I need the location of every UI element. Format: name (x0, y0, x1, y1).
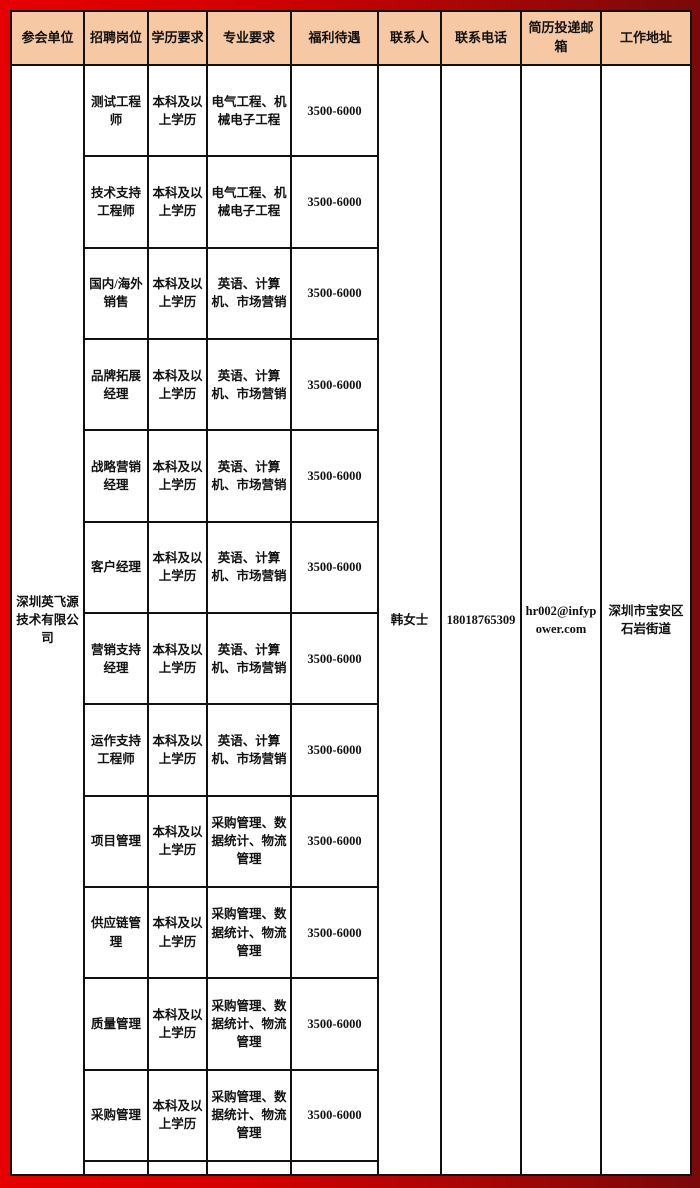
job-major-cell: 英语、计算机、市场营销 (206, 429, 292, 523)
job-salary-cell: 3500-6000 (290, 246, 379, 340)
job-position-cell: 营销支持经理 (83, 611, 149, 706)
job-salary-cell: 3500-6000 (290, 63, 379, 158)
empty-cell (147, 1159, 208, 1177)
job-major-cell: 电气工程、机械电子工程 (206, 63, 292, 158)
job-major-cell: 英语、计算机、市场营销 (206, 246, 292, 340)
job-salary-cell: 3500-6000 (290, 611, 379, 706)
job-position-cell: 采购管理 (83, 1068, 149, 1162)
recruitment-table-container: 参会单位 招聘岗位 学历要求 专业要求 福利待遇 联系人 联系电话 简历投递邮箱… (10, 10, 692, 1177)
job-education-cell: 本科及以上学历 (147, 520, 208, 614)
empty-cell (206, 1159, 292, 1177)
job-row: 质量管理 本科及以上学历 采购管理、数据统计、物流管理 3500-6000 (11, 977, 691, 1071)
job-row: 项目管理 本科及以上学历 采购管理、数据统计、物流管理 3500-6000 (11, 794, 691, 888)
job-position-cell: 品牌拓展经理 (83, 337, 149, 432)
contact-phone-cell: 18018765309 (440, 64, 522, 1176)
job-salary-cell: 3500-6000 (290, 337, 379, 432)
recruitment-table: 参会单位 招聘岗位 学历要求 专业要求 福利待遇 联系人 联系电话 简历投递邮箱… (10, 10, 692, 1177)
job-major-cell: 电气工程、机械电子工程 (206, 155, 292, 249)
job-education-cell: 本科及以上学历 (147, 155, 208, 249)
company-cell: 深圳英飞源技术有限公司 (10, 64, 85, 1176)
job-row: 客户经理 本科及以上学历 英语、计算机、市场营销 3500-6000 (11, 520, 691, 614)
header-major: 专业要求 (206, 10, 292, 66)
job-major-cell: 采购管理、数据统计、物流管理 (206, 1068, 292, 1162)
job-major-cell: 英语、计算机、市场营销 (206, 703, 292, 797)
job-education-cell: 本科及以上学历 (147, 611, 208, 706)
job-major-cell: 英语、计算机、市场营销 (206, 611, 292, 706)
job-education-cell: 本科及以上学历 (147, 1068, 208, 1162)
job-education-cell: 本科及以上学历 (147, 246, 208, 340)
job-major-cell: 采购管理、数据统计、物流管理 (206, 885, 292, 980)
job-salary-cell: 3500-6000 (290, 703, 379, 797)
job-position-cell: 运作支持工程师 (83, 703, 149, 797)
job-row: 营销支持经理 本科及以上学历 英语、计算机、市场营销 3500-6000 (11, 611, 691, 706)
work-address-cell: 深圳市宝安区石岩街道 (600, 64, 692, 1176)
header-salary: 福利待遇 (290, 10, 379, 66)
empty-stub-row (11, 1159, 691, 1177)
job-row: 运作支持工程师 本科及以上学历 英语、计算机、市场营销 3500-6000 (11, 703, 691, 797)
job-position-cell: 技术支持工程师 (83, 155, 149, 249)
job-position-cell: 战略营销经理 (83, 429, 149, 523)
job-row: 采购管理 本科及以上学历 采购管理、数据统计、物流管理 3500-6000 (11, 1068, 691, 1162)
contact-person-cell: 韩女士 (377, 64, 442, 1176)
job-position-cell: 国内/海外销售 (83, 246, 149, 340)
job-major-cell: 采购管理、数据统计、物流管理 (206, 794, 292, 888)
header-contact-person: 联系人 (377, 10, 442, 66)
header-participating-unit: 参会单位 (10, 10, 85, 66)
job-row: 深圳英飞源技术有限公司 测试工程师 本科及以上学历 电气工程、机械电子工程 35… (10, 63, 692, 1176)
job-position-cell: 供应链管理 (83, 885, 149, 980)
resume-email-cell: hr002@infypower.com (520, 64, 602, 1176)
job-row: 技术支持工程师 本科及以上学历 电气工程、机械电子工程 3500-6000 (11, 155, 691, 249)
job-major-cell: 英语、计算机、市场营销 (206, 520, 292, 614)
job-salary-cell: 3500-6000 (290, 885, 379, 980)
header-education: 学历要求 (147, 10, 208, 66)
job-position-cell: 质量管理 (83, 977, 149, 1071)
job-salary-cell: 3500-6000 (290, 429, 379, 523)
header-position: 招聘岗位 (83, 10, 149, 66)
job-salary-cell: 3500-6000 (290, 977, 379, 1071)
job-education-cell: 本科及以上学历 (147, 794, 208, 888)
job-salary-cell: 3500-6000 (290, 520, 379, 614)
empty-cell (290, 1159, 379, 1177)
job-education-cell: 本科及以上学历 (147, 703, 208, 797)
job-position-cell: 项目管理 (83, 794, 149, 888)
job-salary-cell: 3500-6000 (290, 1068, 379, 1162)
header-contact-phone: 联系电话 (440, 10, 522, 66)
header-resume-email: 简历投递邮箱 (520, 10, 602, 66)
job-row: 国内/海外销售 本科及以上学历 英语、计算机、市场营销 3500-6000 (11, 246, 691, 340)
header-work-address: 工作地址 (600, 10, 692, 66)
job-salary-cell: 3500-6000 (290, 794, 379, 888)
job-row: 战略营销经理 本科及以上学历 英语、计算机、市场营销 3500-6000 (11, 429, 691, 523)
header-row: 参会单位 招聘岗位 学历要求 专业要求 福利待遇 联系人 联系电话 简历投递邮箱… (10, 10, 692, 66)
job-row: 品牌拓展经理 本科及以上学历 英语、计算机、市场营销 3500-6000 (11, 337, 691, 432)
job-education-cell: 本科及以上学历 (147, 885, 208, 980)
job-education-cell: 本科及以上学历 (147, 977, 208, 1071)
job-row: 供应链管理 本科及以上学历 采购管理、数据统计、物流管理 3500-6000 (11, 885, 691, 980)
job-education-cell: 本科及以上学历 (147, 63, 208, 158)
job-major-cell: 英语、计算机、市场营销 (206, 337, 292, 432)
job-education-cell: 本科及以上学历 (147, 337, 208, 432)
job-education-cell: 本科及以上学历 (147, 429, 208, 523)
job-salary-cell: 3500-6000 (290, 155, 379, 249)
job-position-cell: 测试工程师 (83, 63, 149, 158)
job-major-cell: 采购管理、数据统计、物流管理 (206, 977, 292, 1071)
empty-cell (83, 1159, 149, 1177)
job-position-cell: 客户经理 (83, 520, 149, 614)
